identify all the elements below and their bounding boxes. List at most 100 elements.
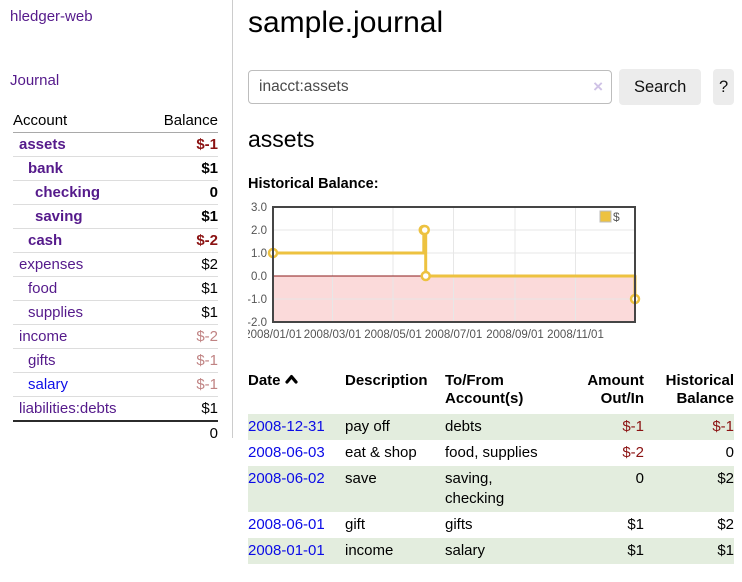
sort-asc-icon <box>284 372 298 390</box>
account-heading: assets <box>248 126 315 152</box>
account-balance: $-1 <box>147 132 218 157</box>
account-row: food $1 <box>13 276 218 301</box>
account-row: expenses $2 <box>13 252 218 277</box>
account-row: checking 0 <box>13 180 218 205</box>
transaction-balance: $1 <box>644 538 734 564</box>
svg-text:2008/09/01: 2008/09/01 <box>486 329 544 341</box>
sidebar-account-saving[interactable]: saving <box>35 208 83 225</box>
sidebar-account-cash[interactable]: cash <box>28 232 63 249</box>
account-balance: $-1 <box>147 348 218 373</box>
accounts-total-value: 0 <box>147 420 218 445</box>
transaction-date-link[interactable]: 2008-12-31 <box>248 418 325 435</box>
account-balance: $1 <box>147 276 218 301</box>
sidebar-account-supplies[interactable]: supplies <box>28 304 84 321</box>
account-row: cash $-2 <box>13 228 218 253</box>
transaction-accounts: food, supplies <box>445 444 538 461</box>
transaction-amount: $-2 <box>622 444 644 461</box>
register-row: 2008-06-01 gift gifts $1 $2 <box>248 512 734 538</box>
transaction-date-link[interactable]: 2008-01-01 <box>248 542 325 559</box>
register-header-accounts: To/From Account(s) <box>445 372 524 407</box>
transaction-accounts: gifts <box>445 516 473 533</box>
transaction-accounts: saving, checking <box>445 466 559 512</box>
register-header-date[interactable]: Date <box>248 370 345 414</box>
account-balance: $1 <box>147 156 218 181</box>
account-row: gifts $-1 <box>13 348 218 373</box>
transaction-description: gift <box>345 516 366 533</box>
transaction-description: pay off <box>345 414 445 440</box>
transaction-accounts: salary <box>445 538 559 564</box>
historical-balance-chart: 3.0 2.0 1.0 0.0 -1.0 -2.0 2008/01/01 2008/03/01… <box>244 196 734 349</box>
accounts-table-header: Account Balance <box>13 109 218 133</box>
sidebar-account-assets[interactable]: assets <box>19 136 66 153</box>
transaction-amount: $1 <box>627 516 644 533</box>
transaction-accounts: debts <box>445 414 559 440</box>
search-button[interactable]: Search <box>619 69 702 105</box>
help-button[interactable]: ? <box>713 69 734 105</box>
transaction-balance: $2 <box>644 466 734 512</box>
transaction-balance: 0 <box>725 444 734 461</box>
register-header-balance: Historical Balance <box>665 372 734 407</box>
accounts-header-account: Account <box>13 109 148 133</box>
transaction-date-link[interactable]: 2008-06-01 <box>248 516 325 533</box>
sidebar-account-food[interactable]: food <box>28 280 58 297</box>
main-content: sample.journal × Search ? assets Histori… <box>244 0 734 564</box>
account-balance: $1 <box>147 204 218 229</box>
account-row: supplies $1 <box>13 300 218 325</box>
register-row: 2008-06-03 eat & shop food, supplies $-2… <box>248 440 734 466</box>
account-balance: $-2 <box>147 228 218 253</box>
search-input[interactable] <box>248 70 612 104</box>
svg-text:-1.0: -1.0 <box>248 294 267 306</box>
search-form: × Search ? <box>248 69 734 105</box>
transaction-amount: $-1 <box>559 414 644 440</box>
svg-text:2008/05/01: 2008/05/01 <box>364 329 422 341</box>
svg-text:0.0: 0.0 <box>251 271 267 283</box>
sidebar-account-income[interactable]: income <box>19 328 68 345</box>
transaction-date-link[interactable]: 2008-06-03 <box>248 444 325 461</box>
svg-text:$: $ <box>613 210 620 224</box>
svg-text:2008/11/01: 2008/11/01 <box>547 329 604 341</box>
sidebar-item-journal[interactable]: Journal <box>10 72 60 89</box>
account-row: saving $1 <box>13 204 218 229</box>
transaction-date-link[interactable]: 2008-06-02 <box>248 470 325 487</box>
sidebar-account-checking[interactable]: checking <box>35 184 101 201</box>
register-row: 2008-01-01 income salary $1 $1 <box>248 538 734 564</box>
accounts-table: Account Balance assets $-1 bank $1 check… <box>13 109 218 445</box>
sidebar-account-liabilities-debts[interactable]: liabilities:debts <box>19 400 117 417</box>
account-balance: $1 <box>147 396 218 421</box>
sidebar-account-salary[interactable]: salary <box>28 376 69 393</box>
transaction-balance: $-1 <box>644 414 734 440</box>
svg-text:1.0: 1.0 <box>251 248 267 260</box>
svg-text:2008/07/01: 2008/07/01 <box>425 329 483 341</box>
transaction-amount: $1 <box>559 538 644 564</box>
accounts-total-row: 0 <box>13 420 218 445</box>
account-row: bank $1 <box>13 156 218 181</box>
svg-text:2.0: 2.0 <box>251 225 267 237</box>
account-balance: 0 <box>147 180 218 205</box>
sidebar-account-bank[interactable]: bank <box>28 160 64 177</box>
svg-text:2008/03/01: 2008/03/01 <box>304 329 362 341</box>
sidebar-account-gifts[interactable]: gifts <box>28 352 56 369</box>
sidebar: hledger-web Journal Account Balance asse… <box>0 0 233 445</box>
accounts-header-balance: Balance <box>147 109 218 133</box>
svg-text:2008/01/01: 2008/01/01 <box>248 329 302 341</box>
register-header-row: Date Description To/From Account(s) Amou… <box>248 370 734 414</box>
account-row: liabilities:debts $1 <box>13 396 218 421</box>
clear-search-icon[interactable]: × <box>593 77 603 96</box>
chart-title: Historical Balance: <box>248 176 379 192</box>
account-balance: $-2 <box>147 324 218 349</box>
transaction-amount: 0 <box>559 466 644 512</box>
sidebar-account-expenses[interactable]: expenses <box>19 256 84 273</box>
register-table: Date Description To/From Account(s) Amou… <box>248 370 734 564</box>
transaction-description: income <box>345 538 445 564</box>
account-row: salary $-1 <box>13 372 218 397</box>
transaction-description: eat & shop <box>345 444 417 461</box>
account-row: assets $-1 <box>13 132 218 157</box>
app-title-link[interactable]: hledger-web <box>10 8 93 25</box>
account-balance: $2 <box>147 252 218 277</box>
account-row: income $-2 <box>13 324 218 349</box>
page-title: sample.journal <box>248 6 444 39</box>
account-balance: $-1 <box>147 372 218 397</box>
register-row: 2008-12-31 pay off debts $-1 $-1 <box>248 414 734 440</box>
svg-text:-2.0: -2.0 <box>248 317 267 329</box>
